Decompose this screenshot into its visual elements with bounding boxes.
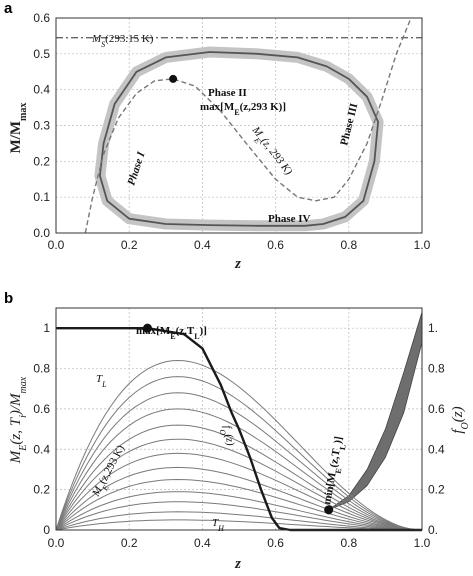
me-family-curve [55,376,423,531]
panel-b-grid [55,308,423,531]
y2-tick-label: 0.8 [428,362,445,376]
me-curve-label: ME(z, 293 K) [246,124,295,180]
x-tick-label: 0.0 [48,536,65,550]
y-tick-label: 0.8 [33,362,50,376]
x-tick-label: 1.0 [414,238,431,252]
phase-ii-label: Phase II [208,87,247,99]
panel-b-xlabel: z [234,556,241,572]
panel-a-lines [56,17,422,234]
min-point [324,505,334,515]
panel-b-lines [55,323,423,532]
x-tick-label: 1.0 [414,536,431,550]
x-tick-label: 0.0 [48,238,65,252]
me-family-curve [55,501,423,531]
fo-curve-label: fO(z) [218,424,237,447]
me-family-curve [55,466,423,531]
panel-a: a 0.0 0.2 0.4 0.6 0.8 1.00.00.10.20.30.40.50.… [4,0,431,272]
panel-b-y2label: fO(z) [450,406,471,433]
y-tick-label: 0.6 [33,11,50,25]
max-point [143,323,152,333]
y-tick-label: 0.4 [33,83,50,97]
y-tick-label: 0.5 [33,47,50,61]
y-tick-label: 0.0 [33,226,50,240]
max-point [169,74,178,83]
y-tick-label: 0 [43,523,50,537]
ms-label: MS(293.15 K) [91,33,154,49]
me-family-curve [55,519,422,531]
x-tick-label: 0.6 [267,238,284,252]
panel-b: b 0.0 0.2 0.4 0.6 0.8 1.000.20.40.60.810.0.20… [4,290,471,572]
panel-b-frame [55,307,423,531]
panel-a-frame [55,17,423,234]
panel-a-ticks: 0.0 0.2 0.4 0.6 0.8 1.0 0.0 0.1 0.2 0.3 0.4 0.5 0.6 [33,11,430,252]
y-tick-label: 0.3 [33,119,50,133]
max-me-label: max[ME(z,293 K)] [200,101,286,117]
me-curve [84,17,412,234]
panel-a-ylabel: M/Mmax [8,103,29,154]
phase-i-label: Phase I [125,150,147,187]
panel-a-xlabel: z [234,256,241,272]
th-label: TH [212,517,225,533]
x-tick-label: 0.8 [340,238,357,252]
me293-label: ME(z,293 K) [90,443,131,501]
me-family-curve [55,359,423,531]
panel-b-ticks: 0.0 0.2 0.4 0.6 0.8 1.0 0 0.2 0.4 0.6 0.8 1 0. 0.2 0.4… [33,321,445,550]
max-tl-label: max[ME(z,TL)] [136,325,207,341]
cycle-band [94,46,384,232]
y-tick-label: 0.4 [33,442,50,456]
y2-tick-label: 1. [428,321,438,335]
y-tick-label: 1 [43,321,50,335]
x-tick-label: 0.6 [267,536,284,550]
phase-iii-label: Phase III [338,102,360,147]
me-family-curve [55,452,423,531]
min-envelope [328,311,423,511]
tl-label: TL [96,373,107,389]
y-tick-label: 0.6 [33,402,50,416]
y2-tick-label: 0.4 [428,442,445,456]
cycle-band-fill [94,46,384,232]
x-tick-label: 0.4 [194,238,211,252]
cycle-line [99,51,379,227]
y-tick-label: 0.2 [33,483,50,497]
y-tick-label: 0.2 [33,154,50,168]
me-family-curve [55,424,423,531]
y2-tick-label: 0.2 [428,483,445,497]
min-envelope-band [328,311,423,511]
phase-iv-label: Phase IV [268,213,311,225]
y2-tick-label: 0. [428,523,438,537]
y2-tick-label: 0.6 [428,402,445,416]
panel-a-letter: a [4,0,13,17]
min-tl-label: min[ME(z,TL)] [321,435,348,506]
y-tick-label: 0.1 [33,190,50,204]
me-family-curve [55,438,423,531]
panel-b-ylabel: ME(z, Ti)/Mmax [8,376,29,464]
panel-b-letter: b [4,290,13,307]
x-tick-label: 0.2 [121,536,138,550]
me-family-curve [55,511,422,531]
me-family-curve [55,491,423,531]
me-family-curve [55,392,423,531]
x-tick-label: 0.8 [340,536,357,550]
x-tick-label: 0.2 [121,238,138,252]
me-family-curve [55,478,423,531]
x-tick-label: 0.4 [194,536,211,550]
